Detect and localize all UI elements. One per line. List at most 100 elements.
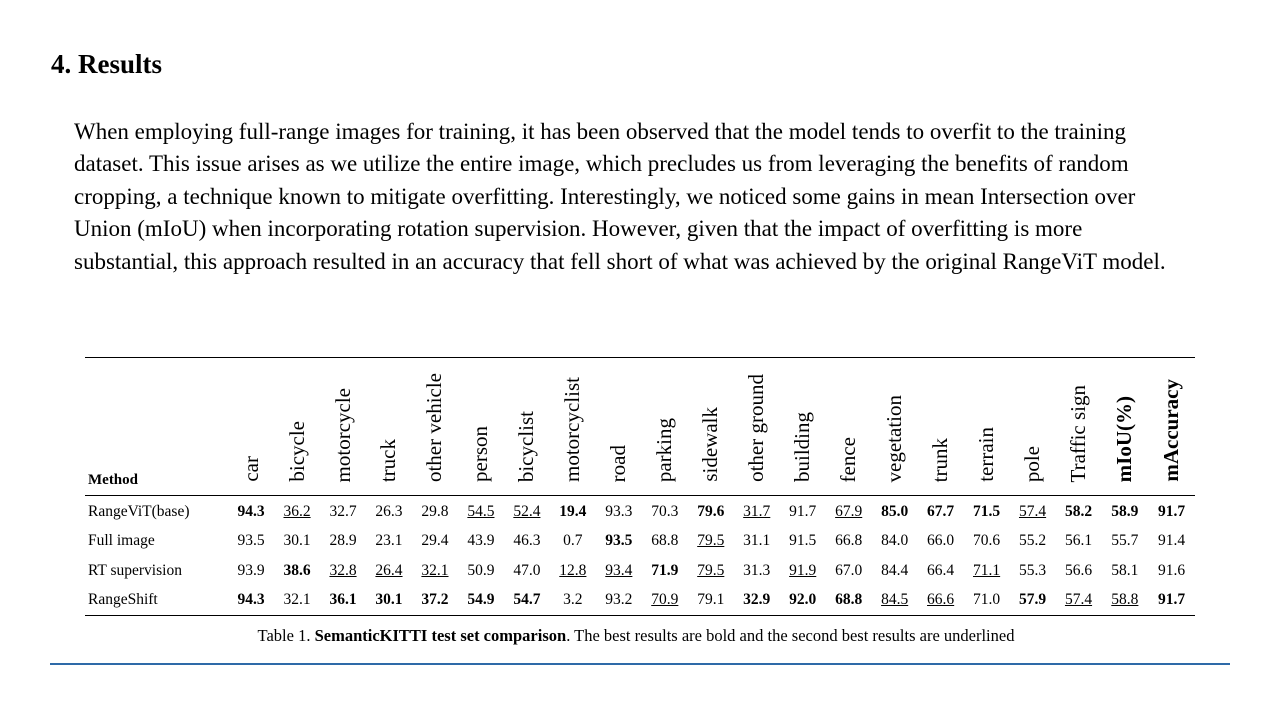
value-text: 71.9: [651, 561, 679, 579]
value-cell: 93.5: [596, 526, 642, 556]
value-cell: 68.8: [826, 586, 872, 616]
value-cell: 92.0: [780, 586, 826, 616]
value-cell: 36.2: [274, 496, 320, 526]
value-text: 79.6: [697, 503, 725, 521]
value-text: 19.4: [559, 503, 587, 521]
value-text: 28.9: [329, 531, 357, 549]
value-cell: 71.9: [642, 556, 688, 586]
value-cell: 31.7: [734, 496, 780, 526]
value-text: 26.4: [375, 561, 403, 579]
value-cell: 28.9: [320, 526, 366, 556]
value-text: 31.7: [743, 503, 771, 521]
column-header: fence: [825, 357, 872, 496]
column-header: other ground: [733, 357, 780, 496]
table-caption: Table 1. SemanticKITTI test set comparis…: [0, 626, 1272, 646]
value-cell: 67.9: [826, 496, 872, 526]
column-header-label: bicycle: [284, 421, 309, 482]
table-row: RT supervision 93.9 38.6 32.8 26.4 32.1 50.9 47…: [85, 556, 1195, 586]
value-text: 91.6: [1158, 561, 1186, 579]
value-text: 57.4: [1018, 503, 1047, 521]
value-cell: 43.9: [458, 526, 504, 556]
value-cell: 29.8: [412, 496, 458, 526]
value-text: 52.4: [513, 503, 541, 521]
value-cell: 71.5: [964, 496, 1010, 526]
footer-divider: [50, 663, 1230, 665]
column-header: mAccuracy: [1148, 357, 1195, 496]
value-text: 93.2: [605, 591, 633, 609]
value-cell: 85.0: [872, 496, 918, 526]
value-text: 91.7: [1158, 591, 1186, 609]
column-header-label: trunk: [928, 437, 953, 482]
value-cell: 93.2: [596, 586, 642, 616]
value-cell: 91.7: [1148, 586, 1195, 616]
column-header-label: building: [790, 411, 815, 482]
value-text: 56.1: [1064, 531, 1093, 549]
value-text: 36.2: [283, 503, 311, 521]
column-header: vegetation: [871, 357, 918, 496]
value-text: 93.5: [605, 531, 633, 549]
column-header-label: motorcyclist: [560, 377, 585, 482]
column-header-label: truck: [376, 438, 401, 482]
value-cell: 79.5: [688, 526, 734, 556]
value-text: 32.9: [743, 591, 771, 609]
value-cell: 70.6: [964, 526, 1010, 556]
value-text: 29.4: [421, 531, 449, 549]
value-text: 55.3: [1018, 561, 1047, 579]
value-text: 67.7: [927, 503, 955, 521]
value-text: 91.7: [1158, 503, 1186, 521]
value-text: 66.0: [927, 531, 955, 549]
column-header-label: road: [606, 444, 631, 482]
column-header: motorcycle: [320, 357, 366, 496]
value-cell: 54.9: [458, 586, 504, 616]
value-cell: 84.5: [872, 586, 918, 616]
caption-bold: SemanticKITTI test set comparison: [314, 626, 567, 645]
value-cell: 56.6: [1056, 556, 1102, 586]
caption-prefix: Table 1.: [257, 626, 315, 645]
value-cell: 55.3: [1010, 556, 1056, 586]
value-cell: 36.1: [320, 586, 366, 616]
column-header: road: [595, 357, 642, 496]
value-text: 68.8: [835, 591, 863, 609]
results-table: Method car bicycle motorcycle truck other ve…: [85, 357, 1195, 616]
value-text: 58.8: [1111, 591, 1139, 609]
value-cell: 31.3: [734, 556, 780, 586]
column-header-label: mAccuracy: [1159, 379, 1184, 482]
value-text: 23.1: [375, 531, 403, 549]
table-body: RangeViT(base) 94.3 36.2 32.7 26.3 29.8 54.5 52…: [85, 496, 1195, 616]
column-header-label: vegetation: [882, 394, 907, 482]
table-row: RangeViT(base) 94.3 36.2 32.7 26.3 29.8 54.5 52…: [85, 496, 1195, 526]
column-header-label: fence: [836, 436, 861, 482]
value-text: 93.3: [605, 503, 633, 521]
value-cell: 79.6: [688, 496, 734, 526]
method-column-header: Method: [85, 357, 229, 496]
value-text: 94.3: [237, 503, 265, 521]
method-cell: Full image: [88, 531, 155, 549]
value-text: 79.1: [697, 591, 725, 609]
column-header: motorcyclist: [549, 357, 596, 496]
column-header-label: mIoU(%): [1112, 395, 1137, 482]
value-cell: 67.0: [826, 556, 872, 586]
value-cell: 91.4: [1148, 526, 1195, 556]
value-text: 66.6: [927, 591, 955, 609]
value-text: 91.7: [789, 503, 817, 521]
value-cell: 93.3: [596, 496, 642, 526]
value-text: 30.1: [375, 591, 403, 609]
column-header: mIoU(%): [1101, 357, 1149, 496]
value-text: 84.5: [881, 591, 909, 609]
column-header: sidewalk: [687, 357, 734, 496]
value-cell: 38.6: [274, 556, 320, 586]
value-cell: 32.1: [412, 556, 458, 586]
value-cell: 50.9: [458, 556, 504, 586]
value-text: 58.1: [1111, 561, 1139, 579]
value-cell: 57.4: [1056, 586, 1102, 616]
value-text: 79.5: [697, 531, 725, 549]
value-cell: 68.8: [642, 526, 688, 556]
value-cell: 84.4: [872, 556, 918, 586]
value-text: 46.3: [513, 531, 541, 549]
value-cell: 94.3: [228, 586, 274, 616]
section-heading: 4. Results: [51, 49, 163, 79]
column-header-label: Traffic sign: [1066, 384, 1091, 482]
value-cell: 91.7: [780, 496, 826, 526]
value-text: 55.2: [1018, 531, 1047, 549]
value-text: 54.9: [467, 591, 495, 609]
